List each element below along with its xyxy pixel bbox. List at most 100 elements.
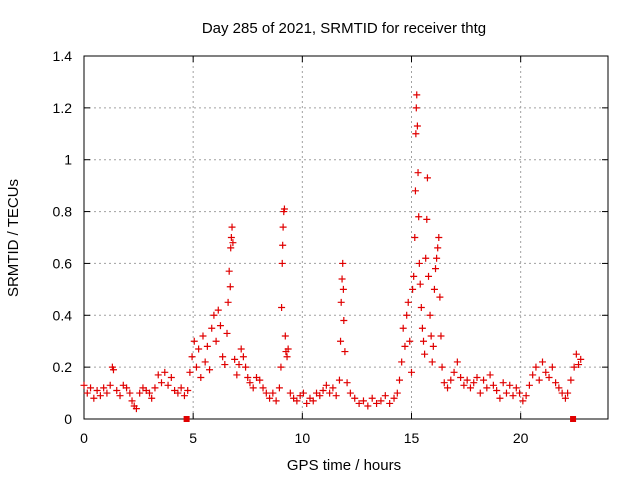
data-point bbox=[146, 389, 153, 397]
data-point bbox=[329, 384, 337, 392]
data-point bbox=[206, 366, 214, 374]
plot-frame bbox=[83, 55, 609, 420]
data-point bbox=[410, 272, 418, 280]
data-point bbox=[552, 379, 560, 387]
data-point bbox=[87, 384, 95, 392]
data-point bbox=[453, 358, 461, 366]
data-point bbox=[403, 311, 411, 319]
data-point bbox=[447, 376, 455, 384]
chart-title: Day 285 of 2021, SRMTID for receiver tht… bbox=[202, 20, 486, 37]
data-point bbox=[148, 394, 156, 402]
data-point bbox=[476, 389, 484, 397]
data-point bbox=[457, 374, 465, 382]
data-point bbox=[90, 394, 98, 402]
x-tick-label: 20 bbox=[513, 430, 529, 446]
data-point bbox=[564, 389, 572, 397]
data-point bbox=[545, 374, 553, 382]
data-point bbox=[293, 397, 301, 405]
data-point bbox=[123, 384, 131, 392]
data-point bbox=[233, 371, 241, 379]
data-point bbox=[359, 397, 367, 405]
data-point bbox=[499, 379, 507, 387]
data-point bbox=[412, 130, 420, 138]
data-point bbox=[575, 361, 583, 369]
data-point bbox=[542, 368, 550, 376]
data-point bbox=[239, 353, 247, 361]
data-point bbox=[214, 306, 222, 314]
data-point bbox=[203, 342, 211, 350]
data-point bbox=[246, 379, 254, 387]
data-point bbox=[103, 389, 111, 397]
zero-marker bbox=[183, 416, 190, 422]
data-point bbox=[266, 394, 274, 402]
data-point bbox=[275, 384, 283, 392]
data-point bbox=[420, 337, 428, 345]
y-tick-label: 0.8 bbox=[53, 204, 73, 220]
data-point bbox=[368, 394, 376, 402]
data-point bbox=[399, 324, 407, 332]
data-point bbox=[351, 394, 359, 402]
data-point bbox=[525, 381, 533, 389]
data-point bbox=[555, 384, 563, 392]
data-point bbox=[512, 384, 520, 392]
data-point bbox=[316, 392, 324, 400]
data-point bbox=[227, 244, 235, 252]
data-point bbox=[444, 384, 452, 392]
data-point bbox=[415, 259, 423, 267]
x-tick-label: 0 bbox=[80, 430, 88, 446]
grid-lines bbox=[84, 56, 608, 419]
data-point bbox=[450, 368, 458, 376]
data-point bbox=[398, 358, 406, 366]
data-point bbox=[281, 332, 289, 340]
data-point bbox=[522, 392, 530, 400]
data-point bbox=[177, 384, 185, 392]
data-point bbox=[414, 169, 422, 177]
data-point bbox=[412, 104, 420, 112]
data-point bbox=[577, 355, 585, 363]
data-point bbox=[210, 311, 218, 319]
data-point bbox=[272, 397, 280, 405]
data-point bbox=[529, 371, 537, 379]
data-point bbox=[154, 371, 162, 379]
data-point bbox=[390, 394, 398, 402]
data-point bbox=[413, 122, 421, 130]
data-point bbox=[427, 332, 435, 340]
y-tick-label: 0 bbox=[64, 411, 72, 427]
data-point bbox=[341, 348, 349, 356]
data-point bbox=[429, 342, 437, 350]
data-point bbox=[561, 394, 569, 402]
data-point bbox=[516, 389, 524, 397]
data-point bbox=[408, 368, 415, 376]
data-point bbox=[335, 376, 343, 384]
data-point bbox=[415, 213, 423, 221]
data-point bbox=[279, 241, 287, 249]
data-point bbox=[437, 332, 445, 340]
data-point bbox=[309, 397, 317, 405]
data-point bbox=[340, 316, 348, 324]
y-tick-label: 1.2 bbox=[53, 100, 73, 116]
data-point bbox=[126, 389, 134, 397]
data-point bbox=[426, 311, 434, 319]
data-point bbox=[136, 389, 144, 397]
data-point bbox=[208, 324, 216, 332]
data-point bbox=[277, 363, 285, 371]
data-point bbox=[262, 389, 270, 397]
data-point bbox=[231, 355, 239, 363]
x-tick-label: 5 bbox=[189, 430, 197, 446]
data-point bbox=[421, 350, 429, 358]
data-point bbox=[377, 397, 385, 405]
data-point bbox=[278, 304, 286, 312]
axis-ticks bbox=[83, 55, 608, 420]
data-point bbox=[221, 361, 229, 369]
x-axis-title: GPS time / hours bbox=[287, 457, 401, 474]
x-tick-label: 15 bbox=[404, 430, 420, 446]
data-point bbox=[161, 368, 169, 376]
data-point bbox=[229, 239, 237, 247]
data-point bbox=[470, 379, 478, 387]
data-point bbox=[425, 272, 433, 280]
data-point bbox=[280, 205, 288, 213]
data-point bbox=[283, 353, 291, 361]
data-point bbox=[132, 405, 140, 413]
data-point bbox=[184, 386, 192, 394]
data-point bbox=[96, 392, 104, 400]
